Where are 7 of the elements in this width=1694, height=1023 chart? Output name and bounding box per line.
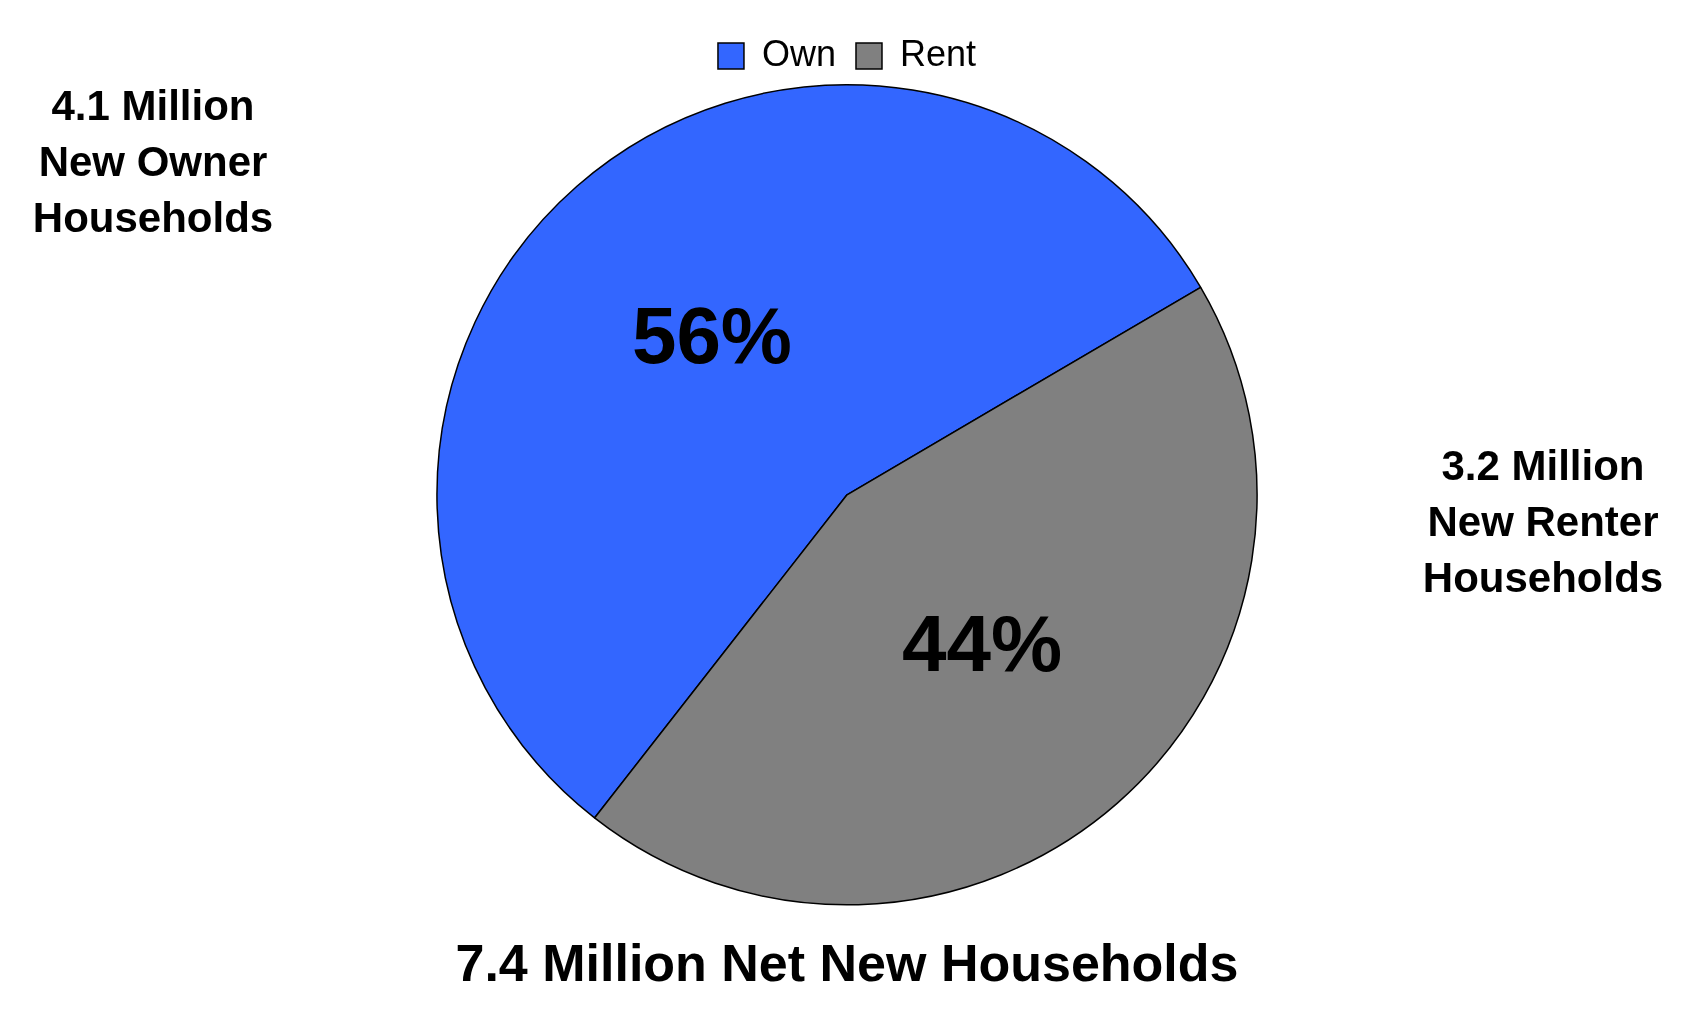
legend-label: Own <box>761 32 836 74</box>
text: 7.4 Million Net New Households <box>455 934 1239 993</box>
data-label: 56% <box>631 290 793 380</box>
legend-label: Rent <box>899 32 977 74</box>
text: 3.2 Million New Renter Households <box>1421 441 1665 603</box>
data-label: 44% <box>901 599 1063 689</box>
text: 4.1 Million New Owner Households <box>31 81 275 243</box>
